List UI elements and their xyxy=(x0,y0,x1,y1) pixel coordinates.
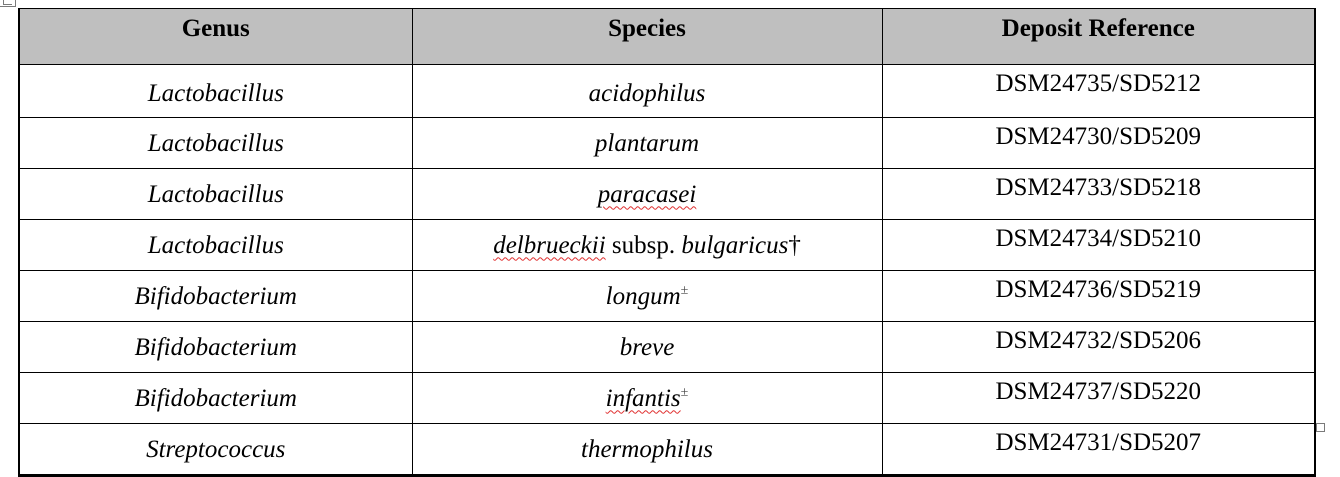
species-cell: infantis± xyxy=(411,372,883,424)
reference-cell: DSM24737/SD5220 xyxy=(881,372,1316,424)
header-genus: Genus xyxy=(18,8,413,65)
species-cell: thermophilus xyxy=(411,423,883,477)
table-row: Lactobacillus paracasei DSM24733/SD5218 xyxy=(18,168,1316,220)
header-deposit-reference: Deposit Reference xyxy=(881,8,1316,65)
genus-cell: Lactobacillus xyxy=(18,168,413,220)
table-row: Bifidobacterium longum± DSM24736/SD5219 xyxy=(18,270,1316,322)
species-text: paracasei xyxy=(597,180,697,208)
dagger-marker: † xyxy=(788,231,801,259)
table-row: Bifidobacterium breve DSM24732/SD5206 xyxy=(18,321,1316,373)
table-row: Streptococcus thermophilus DSM24731/SD52… xyxy=(18,423,1316,477)
species-cell: plantarum xyxy=(411,117,883,169)
table-row: Bifidobacterium infantis± DSM24737/SD522… xyxy=(18,372,1316,424)
reference-cell: DSM24732/SD5206 xyxy=(881,321,1316,373)
table-row: Lactobacillus acidophilus DSM24735/SD521… xyxy=(18,64,1316,118)
deposit-table: Genus Species Deposit Reference Lactobac… xyxy=(18,8,1316,477)
species-name: delbrueckii xyxy=(493,231,606,259)
species-cell: delbrueckii subsp. bulgaricus† xyxy=(411,219,883,271)
reference-cell: DSM24735/SD5212 xyxy=(881,64,1316,118)
species-cell: longum± xyxy=(411,270,883,322)
table-move-handle-icon[interactable] xyxy=(0,0,16,7)
reference-cell: DSM24733/SD5218 xyxy=(881,168,1316,220)
header-row: Genus Species Deposit Reference xyxy=(18,8,1316,65)
genus-cell: Lactobacillus xyxy=(18,219,413,271)
genus-cell: Lactobacillus xyxy=(18,117,413,169)
genus-cell: Bifidobacterium xyxy=(18,372,413,424)
species-cell: breve xyxy=(411,321,883,373)
genus-cell: Streptococcus xyxy=(18,423,413,477)
subspecies-abbrev: subsp. xyxy=(605,231,682,259)
reference-cell: DSM24736/SD5219 xyxy=(881,270,1316,322)
species-cell: paracasei xyxy=(411,168,883,220)
header-species: Species xyxy=(411,8,883,65)
subspecies-name: bulgaricus xyxy=(681,231,789,259)
species-cell: acidophilus xyxy=(411,64,883,118)
reference-cell: DSM24734/SD5210 xyxy=(881,219,1316,271)
table-row: Lactobacillus delbrueckii subsp. bulgari… xyxy=(18,219,1316,271)
table-row: Lactobacillus plantarum DSM24730/SD5209 xyxy=(18,117,1316,169)
plus-minus-marker: ± xyxy=(680,282,689,298)
plus-minus-marker: ± xyxy=(680,384,689,400)
reference-cell: DSM24730/SD5209 xyxy=(881,117,1316,169)
table-resize-handle-icon[interactable] xyxy=(1316,423,1325,432)
genus-cell: Lactobacillus xyxy=(18,64,413,118)
genus-cell: Bifidobacterium xyxy=(18,321,413,373)
reference-cell: DSM24731/SD5207 xyxy=(881,423,1316,477)
genus-cell: Bifidobacterium xyxy=(18,270,413,322)
species-text: longum xyxy=(605,282,681,310)
species-text: infantis xyxy=(605,384,681,412)
